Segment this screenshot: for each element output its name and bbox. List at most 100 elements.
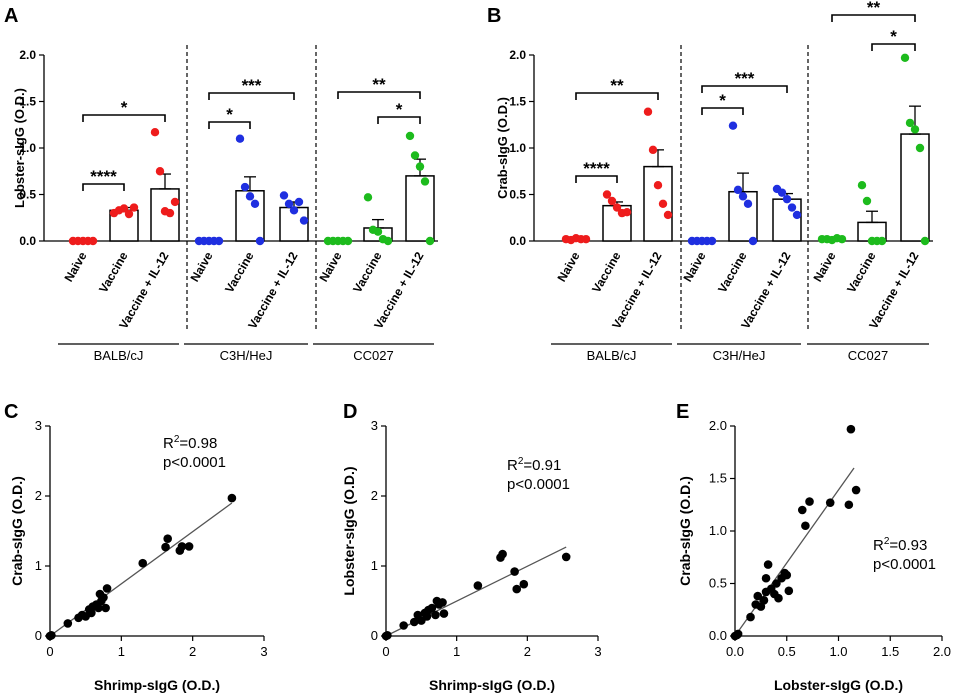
strain-label: C3H/HeJ — [713, 348, 766, 363]
data-point — [119, 204, 129, 213]
data-point — [161, 542, 170, 552]
data-point — [602, 190, 612, 199]
data-point — [439, 609, 449, 618]
significance-bracket — [701, 85, 788, 93]
data-point — [420, 177, 430, 186]
significance-bracket — [575, 175, 618, 183]
data-point — [214, 236, 224, 246]
data-point — [772, 579, 781, 588]
data-point — [748, 236, 758, 246]
category-label: Vaccine — [589, 249, 624, 295]
data-point — [289, 206, 299, 215]
data-point — [95, 589, 105, 599]
x-tick-label: 2 — [189, 644, 196, 659]
y-tick-label: 1.5 — [709, 471, 727, 486]
data-point — [138, 558, 148, 568]
x-tick-label: 0.5 — [778, 644, 796, 659]
x-tick-label: 0.0 — [726, 644, 744, 659]
y-tick-label: 0.0 — [509, 234, 526, 248]
significance-stars: * — [890, 27, 897, 46]
data-point — [235, 134, 245, 143]
y-tick-label: 0.0 — [19, 234, 36, 248]
significance-bracket — [337, 91, 421, 99]
significance-stars: *** — [735, 69, 755, 88]
panel-label-d: D — [343, 401, 357, 423]
panel-label-e: E — [676, 401, 689, 423]
significance-stars: ** — [610, 76, 624, 95]
significance-bracket — [208, 121, 251, 129]
data-point — [299, 216, 309, 225]
y-tick-label: 1.5 — [19, 95, 36, 109]
data-point — [94, 603, 103, 613]
data-point — [707, 236, 717, 246]
y-tick-label: 0.5 — [709, 576, 727, 591]
data-point — [279, 191, 289, 200]
significance-stars: ** — [867, 0, 881, 17]
data-point — [473, 581, 483, 590]
data-point — [622, 207, 632, 217]
data-point — [383, 631, 392, 640]
x-tick-label: 0 — [46, 644, 53, 659]
data-point — [728, 121, 738, 130]
x-tick-label: 1 — [453, 644, 460, 659]
strain-label: C3H/HeJ — [220, 348, 273, 363]
data-point — [150, 127, 160, 137]
data-point — [410, 151, 420, 160]
data-point — [857, 181, 867, 190]
significance-bracket — [871, 43, 916, 51]
x-axis-title: Lobster-sIgG (O.D.) — [774, 677, 903, 693]
strain-label: CC027 — [848, 348, 888, 363]
data-point — [373, 227, 383, 236]
category-label: Naive — [554, 249, 582, 284]
data-point — [844, 500, 854, 510]
data-point — [409, 617, 419, 627]
y-tick-label: 2 — [371, 488, 378, 503]
significance-stars: * — [396, 100, 403, 119]
data-point — [170, 197, 180, 207]
significance-bracket — [82, 114, 166, 122]
data-point — [846, 424, 856, 434]
y-tick-label: 2.0 — [19, 48, 36, 62]
y-tick-label: 1.0 — [19, 141, 36, 155]
significance-stars: **** — [583, 159, 610, 178]
data-point — [101, 603, 110, 613]
data-point — [255, 236, 265, 246]
data-point — [431, 610, 440, 620]
data-point — [184, 542, 194, 551]
r-squared-label: R2=0.91 — [507, 456, 561, 474]
x-tick-label: 1.5 — [881, 644, 899, 659]
y-tick-label: 0 — [371, 628, 378, 643]
data-point — [784, 586, 794, 596]
data-point — [512, 584, 522, 594]
bar — [643, 165, 673, 242]
strain-label: CC027 — [353, 348, 393, 363]
data-point — [227, 493, 237, 503]
significance-stars: * — [226, 105, 233, 124]
x-tick-label: 3 — [594, 644, 601, 659]
bar — [405, 175, 435, 242]
significance-stars: **** — [90, 167, 117, 186]
data-point — [47, 631, 56, 640]
data-point — [801, 521, 810, 531]
category-label: Naive — [680, 249, 708, 284]
y-tick-label: 3 — [35, 418, 42, 433]
data-point — [900, 53, 910, 62]
data-point — [825, 498, 835, 507]
data-point — [284, 199, 294, 208]
y-tick-label: 0.5 — [509, 188, 526, 202]
data-point — [777, 188, 787, 197]
data-point — [653, 181, 663, 190]
y-tick-label: 0.5 — [19, 188, 36, 202]
data-point — [738, 192, 748, 201]
category-label: Vaccine — [715, 249, 750, 295]
data-point — [415, 162, 425, 171]
y-tick-label: 1 — [371, 558, 378, 573]
data-point — [643, 107, 653, 116]
y-tick-label: 2.0 — [509, 48, 526, 62]
data-point — [851, 485, 861, 495]
data-point — [782, 570, 792, 580]
data-point — [519, 579, 529, 589]
data-point — [910, 125, 920, 134]
data-point — [905, 118, 915, 128]
data-point — [761, 573, 771, 583]
